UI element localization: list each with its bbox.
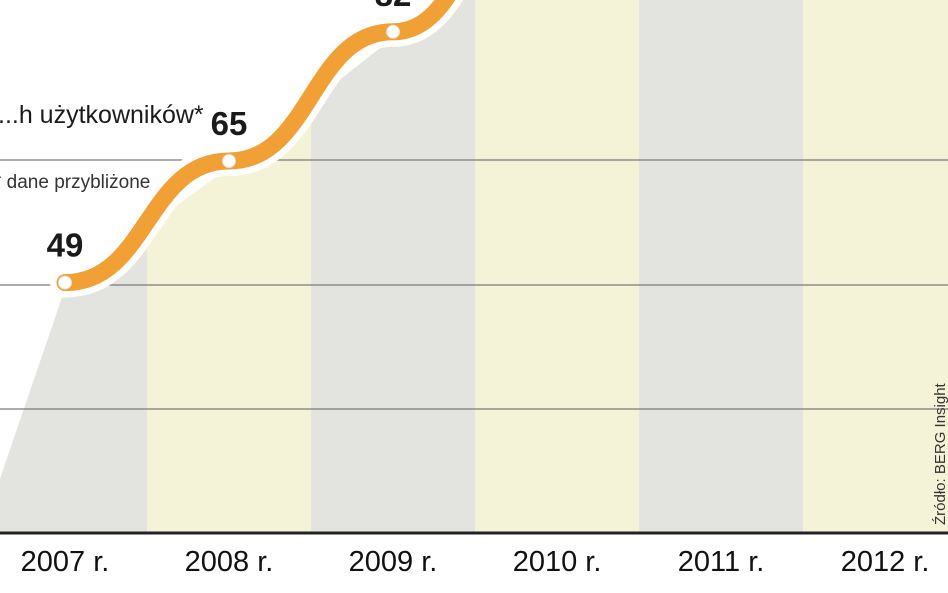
data-label-1: 49: [47, 227, 84, 264]
x-tick-label-4: 2010 r.: [513, 546, 602, 578]
band-5: [639, 0, 804, 533]
x-tick-label-3: 2009 r.: [349, 546, 438, 578]
grid-lines: [0, 159, 948, 410]
band-6: [803, 0, 948, 533]
x-tick-label-1: 2007 r.: [21, 546, 110, 578]
background-bands: [0, 0, 948, 534]
chart-title: ...h użytkowników*: [0, 101, 204, 129]
x-tick-label-5: 2011 r.: [678, 546, 765, 578]
x-tick-label-2: 2008 r.: [185, 546, 274, 578]
x-tick-labels: 2007 r. 2008 r. 2009 r. 2010 r. 2011 r. 2012 …: [21, 546, 930, 578]
band-1: [0, 227, 148, 534]
footnote: * dane przybliżone: [0, 172, 150, 193]
band-2: [147, 102, 312, 534]
x-tick-label-6: 2012 r.: [841, 546, 930, 578]
data-point-2009r: [386, 24, 401, 39]
data-point-2008r: [222, 154, 237, 168]
data-labels: 496582105128142: [47, 0, 412, 264]
band-4: [475, 0, 640, 533]
data-point-2007r: [58, 275, 72, 290]
series-line: [50, 0, 464, 298]
series-line-path: [56, 0, 456, 292]
data-label-2: 65: [211, 105, 248, 142]
data-label-3: 82: [375, 0, 412, 13]
source-label: Źródło: BERG Insight: [932, 382, 948, 525]
band-3: [311, 0, 476, 533]
